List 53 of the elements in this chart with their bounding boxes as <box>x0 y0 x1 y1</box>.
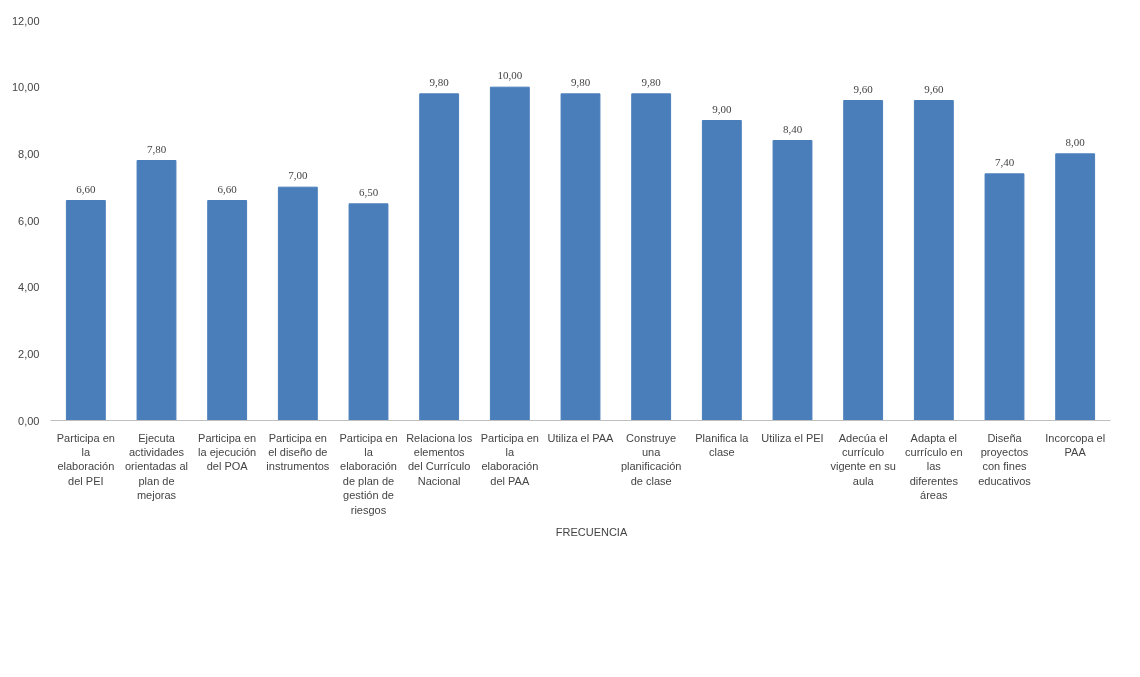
x-tick-label: Incorcopa el PAA <box>1045 431 1106 458</box>
x-tick-label: Utiliza el PAA <box>547 431 615 444</box>
data-label: 6,60 <box>76 182 96 195</box>
data-label: 8,00 <box>1065 135 1086 148</box>
data-label: 7,40 <box>994 155 1015 168</box>
x-tick-label: Participa en la elaboración de plan de gestión de riesgos <box>339 431 398 516</box>
data-label: 6,50 <box>358 185 379 198</box>
y-tick-label: 0,00 <box>18 414 40 427</box>
bar <box>277 186 318 421</box>
x-tick-label: Relaciona los elementos del Currículo Nacional <box>406 431 473 487</box>
y-tick-label: 12,00 <box>11 14 40 27</box>
bar <box>913 100 954 421</box>
bar <box>489 86 530 421</box>
bar <box>1055 153 1096 421</box>
bar <box>984 173 1025 421</box>
data-label: 9,60 <box>853 82 874 95</box>
data-label: 6,60 <box>217 182 238 195</box>
bar <box>631 93 672 421</box>
x-tick-label: Diseña proyectos con fines educativos <box>978 431 1032 487</box>
bar <box>136 160 177 421</box>
data-label: 8,40 <box>782 122 803 135</box>
data-label: 7,00 <box>288 169 308 182</box>
x-tick-label: Participa en el diseño de instrumentos <box>266 431 330 473</box>
bar <box>348 203 389 421</box>
y-tick-label: 2,00 <box>18 347 40 360</box>
bar <box>419 93 460 421</box>
bar <box>772 140 813 421</box>
data-label: 9,60 <box>924 82 944 95</box>
bar <box>701 120 742 421</box>
data-label: 10,00 <box>497 69 523 82</box>
y-tick-label: 8,00 <box>18 147 40 160</box>
x-tick-label: Construye una planificación de clase <box>620 431 682 487</box>
y-tick-label: 6,00 <box>18 214 40 227</box>
text: FRECUENCIA <box>555 526 628 538</box>
data-label: 9,00 <box>712 102 732 115</box>
x-tick-label: Participa en la elaboración del PAA <box>480 431 539 487</box>
x-tick-label: Participa en la ejecución del POA <box>198 431 257 473</box>
x-tick-label: Adecúa el currículo vigente en su aula <box>830 431 896 487</box>
bar <box>560 93 601 421</box>
x-tick-label: Planifica la clase <box>695 431 750 458</box>
data-label: 9,80 <box>641 75 662 88</box>
data-label: 9,80 <box>429 75 450 88</box>
x-tick-label: Utiliza el PEI <box>761 431 824 444</box>
y-tick-label: 10,00 <box>11 81 40 94</box>
y-tick-label: 4,00 <box>18 281 40 294</box>
bar <box>65 200 106 421</box>
x-tick-label: Participa en la elaboración del PEI <box>56 431 115 487</box>
data-label: 9,80 <box>570 75 591 88</box>
data-label: 7,80 <box>146 142 167 155</box>
bar <box>843 100 884 421</box>
x-tick-label: Ejecuta actividades orientadas al plan de mejoras <box>125 431 189 502</box>
bar <box>207 200 248 421</box>
x-tick-label: Adapta el currículo en las diferentes áreas <box>905 431 963 502</box>
